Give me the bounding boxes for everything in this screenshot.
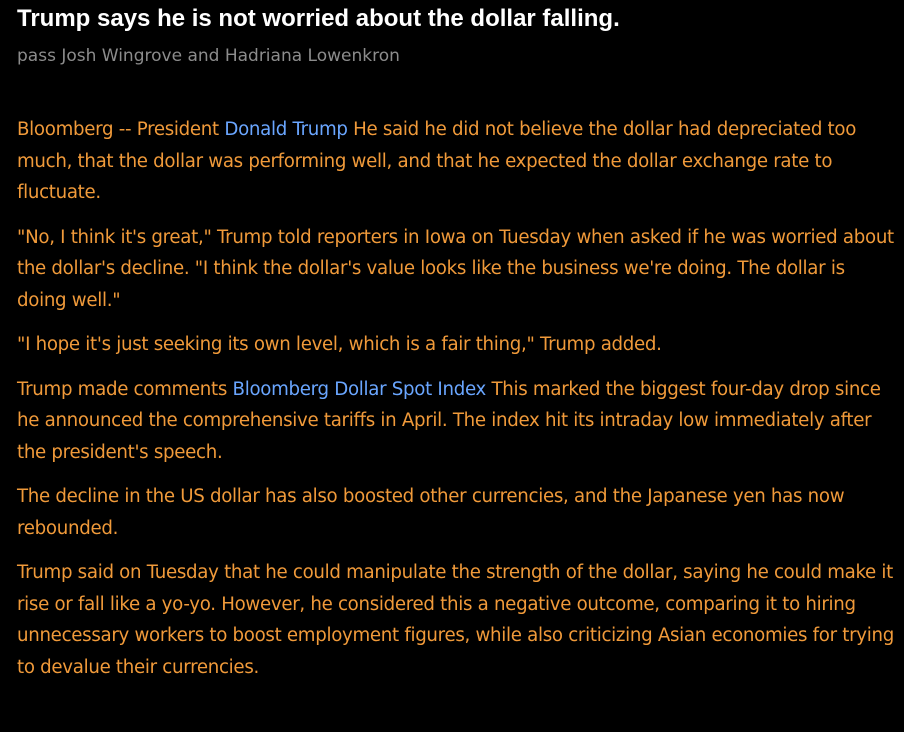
article-body: Bloomberg -- President Donald Trump He s… bbox=[17, 114, 894, 683]
paragraph: Trump made comments Bloomberg Dollar Spo… bbox=[17, 374, 894, 469]
text-run: Trump made comments bbox=[17, 378, 233, 400]
paragraph: "I hope it's just seeking its own level,… bbox=[17, 329, 894, 361]
paragraph: "No, I think it's great," Trump told rep… bbox=[17, 222, 894, 317]
text-run: This marked the biggest four-day drop si… bbox=[17, 378, 881, 463]
byline: pass Josh Wingrove and Hadriana Lowenkro… bbox=[17, 46, 400, 66]
text-run: Bloomberg -- President bbox=[17, 119, 225, 140]
text-run: "No, I think it's great," Trump told rep… bbox=[17, 226, 894, 311]
article: Trump says he is not worried about the d… bbox=[17, 5, 894, 683]
paragraph: The decline in the US dollar has also bo… bbox=[17, 481, 894, 544]
text-run: He said he did not believe the dollar ha… bbox=[17, 119, 857, 203]
text-run: Trump said on Tuesday that he could mani… bbox=[17, 562, 894, 678]
link[interactable]: Donald Trump bbox=[224, 119, 348, 140]
paragraph: Bloomberg -- President Donald Trump He s… bbox=[17, 114, 894, 209]
headline: Trump says he is not worried about the d… bbox=[17, 5, 620, 32]
paragraph: Trump said on Tuesday that he could mani… bbox=[17, 557, 894, 683]
text-run: "I hope it's just seeking its own level,… bbox=[17, 334, 662, 355]
link[interactable]: Bloomberg Dollar Spot Index bbox=[232, 378, 487, 400]
text-run: The decline in the US dollar has also bo… bbox=[17, 486, 845, 539]
